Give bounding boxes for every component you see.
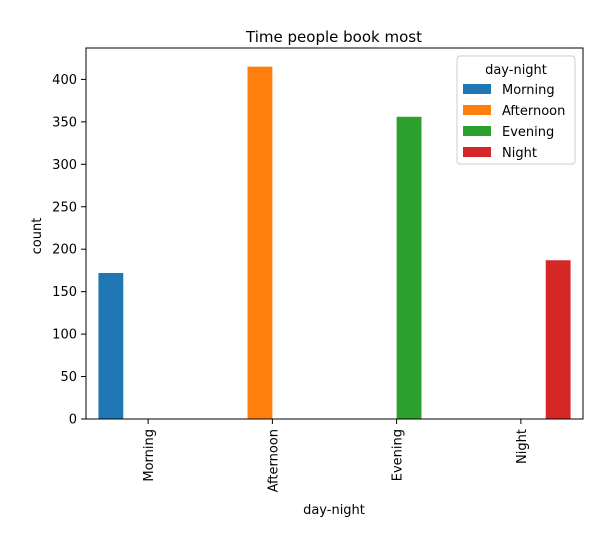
y-axis: 0 50 100 150 200 250 300 350 400 [52, 73, 86, 428]
legend-items: Morning Afternoon Evening Night [463, 83, 565, 161]
y-tick-label: 50 [60, 370, 77, 385]
bar-afternoon [247, 66, 273, 420]
y-tick-label: 0 [69, 413, 77, 428]
legend-frame [456, 55, 576, 165]
y-tick-label: 350 [52, 115, 77, 130]
chart-title: Time people book most [245, 28, 422, 46]
x-tick-label: Evening [391, 429, 406, 481]
bar-morning [98, 272, 124, 419]
y-tick-label: 400 [52, 73, 77, 88]
legend-label-evening: Evening [502, 125, 554, 140]
legend-swatch-night [463, 147, 491, 157]
x-tick-label: Night [515, 429, 530, 464]
x-axis: Morning Afternoon Evening Night [142, 419, 530, 492]
y-tick-label: 100 [52, 328, 77, 343]
legend: day-night Morning Afternoon Evening Night [456, 55, 576, 165]
plot-frame [85, 47, 584, 420]
x-tick-label: Morning [142, 429, 157, 482]
x-axis-label: day-night [303, 503, 365, 518]
legend-swatch-evening [463, 126, 491, 136]
legend-title: day-night [485, 63, 547, 78]
y-tick-label: 300 [52, 158, 77, 173]
legend-swatch-morning [463, 84, 491, 94]
bar-night [545, 260, 571, 419]
y-axis-label: count [30, 218, 45, 255]
bars [98, 66, 571, 420]
legend-label-afternoon: Afternoon [502, 104, 565, 119]
y-tick-label: 200 [52, 243, 77, 258]
bar-evening [396, 116, 422, 419]
x-tick-label: Afternoon [266, 429, 281, 492]
y-tick-label: 150 [52, 285, 77, 300]
legend-label-morning: Morning [502, 83, 555, 98]
y-tick-label: 250 [52, 200, 77, 215]
legend-swatch-afternoon [463, 105, 491, 115]
legend-label-night: Night [502, 146, 537, 161]
